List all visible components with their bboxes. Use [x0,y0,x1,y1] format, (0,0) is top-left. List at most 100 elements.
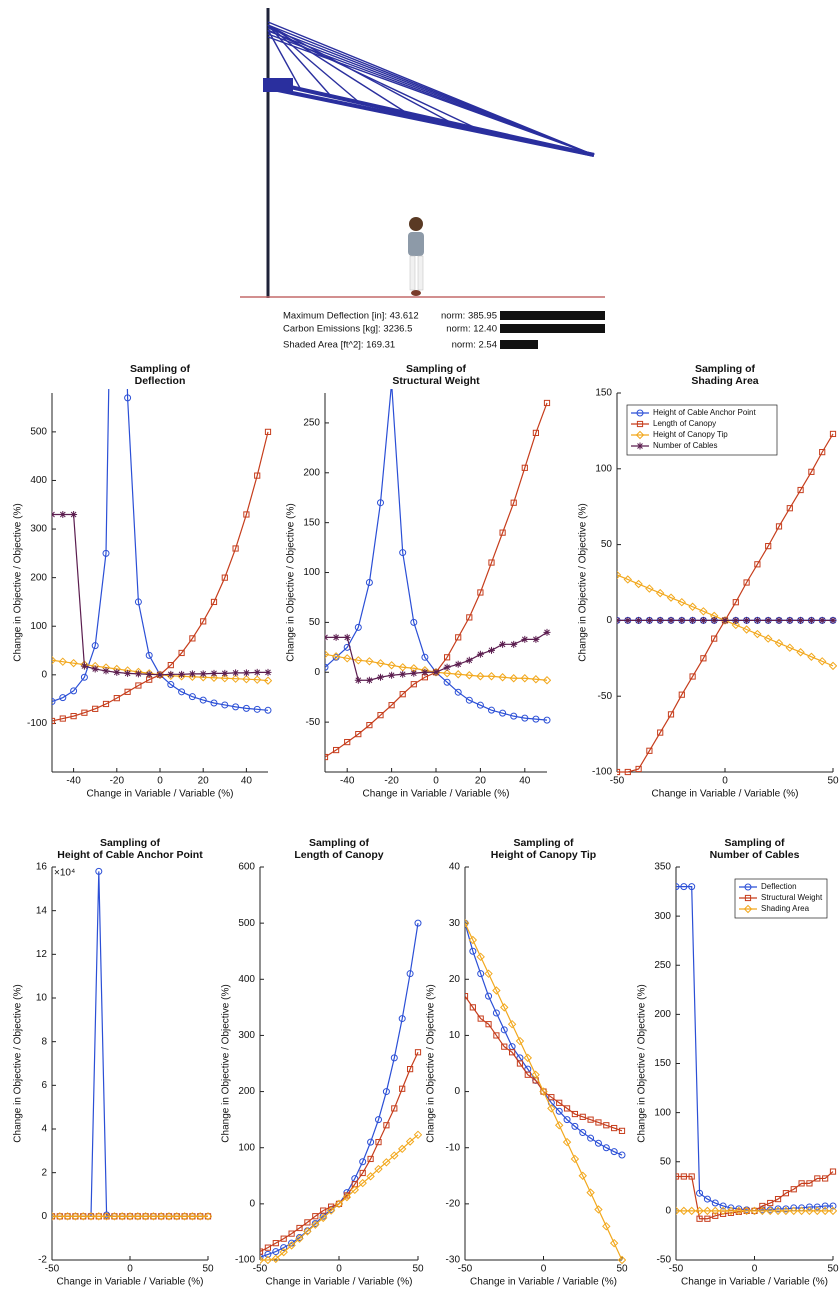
x-tick-label: 20 [475,776,487,787]
marker [221,670,228,677]
marker [786,617,793,624]
marker [765,617,772,624]
legend-label: Height of Canopy Tip [653,430,728,439]
marker [415,1050,420,1055]
y-tick-label: 300 [654,911,671,922]
chart-title: Sampling of [513,837,574,849]
y-tick-label: 10 [36,993,48,1004]
chart-title: Height of Cable Anchor Point [57,849,203,861]
y-axis-label: Change in Objective / Objective (%) [13,503,24,661]
x-tick-label: 40 [519,776,531,787]
plot-area [49,0,272,724]
marker [722,617,729,624]
x-axis-label: Change in Variable / Variable (%) [681,1277,828,1288]
y-tick-label: 20 [449,974,461,985]
y-tick-label: 8 [41,1036,47,1047]
x-axis-label: Change in Variable / Variable (%) [363,789,510,800]
y-tick-label: 100 [595,463,612,474]
summary-label: Maximum Deflection [in]: 43.612 [283,311,419,322]
y-tick-label: 0 [606,615,612,626]
marker [421,669,428,676]
y-tick-label: 200 [30,572,47,583]
y-tick-label: 300 [30,524,47,535]
chart: Sampling ofShading Area-50050-100-500501… [578,363,839,800]
person [408,217,424,296]
marker [466,657,473,664]
marker [344,634,351,641]
y-tick-label: 30 [449,918,461,929]
marker [637,443,644,450]
canopy [263,22,594,155]
legend-label: Length of Canopy [653,419,716,428]
y-tick-label: 0 [665,1206,671,1217]
series-line [617,434,833,772]
y-tick-label: 100 [30,621,47,632]
summary-norm: norm: 385.95 [441,311,497,322]
marker [614,617,621,624]
marker [70,511,77,518]
y-tick-label: -50 [598,691,613,702]
plot-area [614,431,837,774]
x-tick-label: 0 [157,776,163,787]
marker [624,617,631,624]
marker [322,634,329,641]
chart-title: Sampling of [309,837,370,849]
y-tick-label: 0 [41,1211,47,1222]
legend: DeflectionStructural WeightShading Area [735,879,827,918]
series-line [465,996,622,1131]
marker [743,617,750,624]
chart: Sampling ofDeflection-40-2002040-1000100… [13,0,272,800]
x-tick-label: 20 [198,776,210,787]
chart-title: Sampling of [695,363,756,375]
y-tick-label: 6 [41,1080,47,1091]
marker [455,661,462,668]
marker [124,670,131,677]
x-tick-label: 50 [827,776,839,787]
y-tick-label: 0 [249,1198,255,1209]
marker [499,641,506,648]
x-tick-label: -50 [458,1264,473,1275]
chart: Sampling ofHeight of Cable Anchor Point-… [13,837,214,1288]
marker [92,665,99,672]
y-tick-label: 600 [238,862,255,873]
y-tick-label: 300 [238,1030,255,1041]
marker [808,617,815,624]
x-tick-label: 0 [127,1264,133,1275]
marker [232,669,239,676]
marker [366,677,373,684]
y-tick-label: 100 [303,567,320,578]
marker [388,672,395,679]
marker [830,617,837,624]
marker [521,636,528,643]
y-tick-label: 200 [654,1009,671,1020]
marker [103,667,110,674]
marker [211,670,218,677]
marker [732,617,739,624]
x-tick-label: 0 [541,1264,547,1275]
legend-label: Shading Area [761,904,810,913]
y-tick-label: 50 [601,539,613,550]
chart: Sampling ofHeight of Canopy Tip-50050-30… [426,837,628,1288]
chart-title: Sampling of [724,837,785,849]
legend-label: Number of Cables [653,441,717,450]
marker [254,669,261,676]
summary-label: Carbon Emissions [kg]: 3236.5 [283,324,412,335]
y-tick-label: 0 [41,669,47,680]
y-tick-label: 400 [238,974,255,985]
y-tick-label: 250 [654,960,671,971]
plot-area [322,380,551,760]
plot-area [462,920,626,1264]
y-tick-label: 150 [595,388,612,399]
y-tick-label: 100 [238,1142,255,1153]
series-line [325,403,547,757]
y-tick-label: 2 [41,1167,47,1178]
legend-label: Structural Weight [761,893,823,902]
marker [157,671,164,678]
x-tick-label: 40 [241,776,253,787]
x-tick-label: -50 [669,1264,684,1275]
x-tick-label: 50 [616,1264,628,1275]
y-tick-label: 50 [309,617,321,628]
y-tick-label: 100 [654,1107,671,1118]
marker [488,647,495,654]
